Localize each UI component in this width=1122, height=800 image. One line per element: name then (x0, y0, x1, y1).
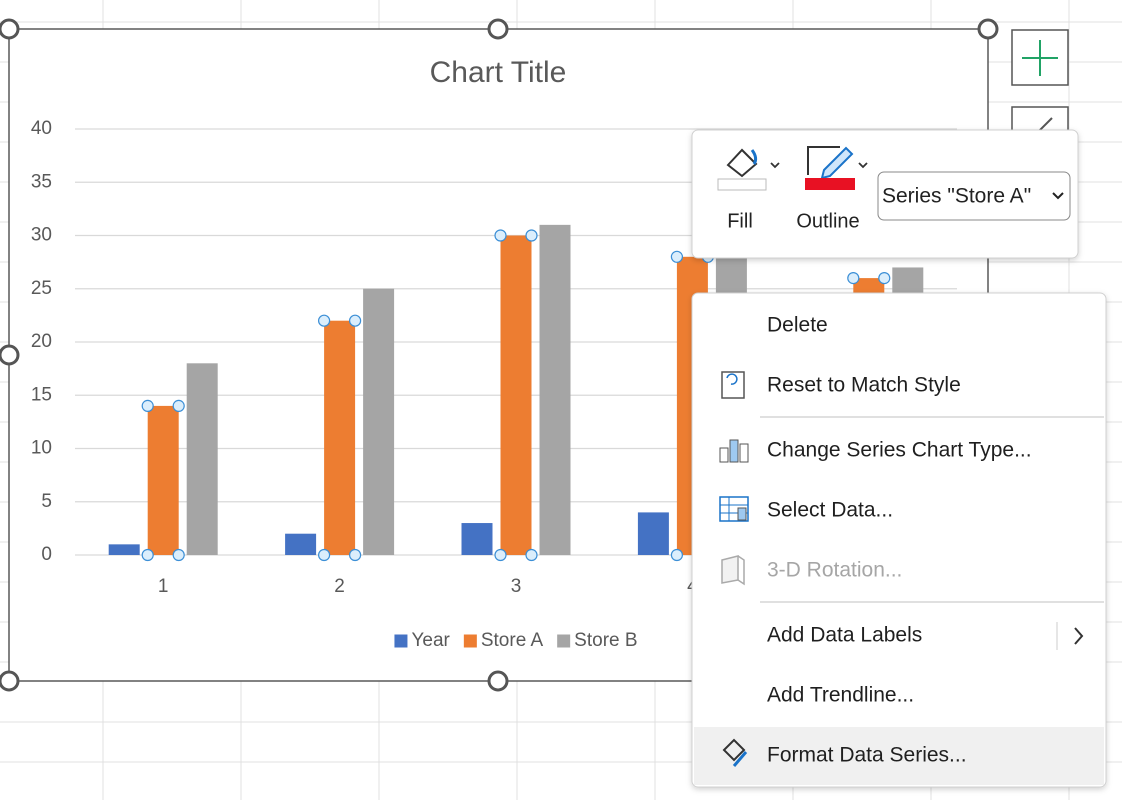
bar[interactable] (500, 235, 532, 556)
menu-item[interactable]: Select Data... (767, 499, 893, 522)
legend-item[interactable]: Store B (557, 630, 638, 651)
selection-handle (318, 314, 331, 327)
select-data-icon (719, 496, 749, 522)
legend-item[interactable]: Year (394, 630, 451, 651)
y-tick-label: 40 (31, 118, 52, 139)
selection-handle (878, 272, 891, 285)
toolbar-label: Fill (727, 210, 753, 232)
submenu-arrow (1074, 627, 1084, 645)
legend-swatch (463, 634, 477, 648)
bar[interactable] (461, 523, 493, 555)
bar[interactable] (186, 363, 218, 555)
mini-toolbar: Fill Outline Series "Store A" (691, 129, 1079, 259)
selection-handle (141, 548, 154, 562)
x-tick-label: 1 (158, 576, 169, 597)
menu-highlight (694, 727, 1104, 785)
series-dropdown[interactable]: Series "Store A" (877, 171, 1071, 221)
menu-item[interactable]: Add Trendline... (767, 684, 914, 707)
y-tick-label: 30 (31, 225, 52, 246)
bar[interactable] (539, 224, 571, 555)
resize-handle[interactable] (0, 670, 20, 692)
dropdown-value: Series "Store A" (882, 185, 1031, 208)
menu-icons (719, 371, 749, 767)
bar[interactable] (637, 512, 669, 555)
resize-handle[interactable] (487, 18, 509, 40)
bar[interactable] (324, 320, 356, 555)
chart-type-icon (719, 439, 749, 463)
y-tick-label: 5 (41, 491, 52, 512)
menu-item[interactable]: Add Data Labels (767, 624, 922, 647)
selection-handle (141, 399, 154, 412)
outline-button[interactable]: Outline (796, 146, 868, 232)
menu-items: Delete Reset to Match Style Change Series … (694, 314, 1104, 785)
fill-button[interactable]: Fill (717, 148, 780, 232)
legend-label: Store B (574, 630, 637, 651)
resize-handle[interactable] (0, 344, 20, 366)
reset-icon (721, 371, 745, 399)
resize-handle[interactable] (487, 670, 509, 692)
selection-handle (318, 548, 331, 562)
menu-item[interactable]: Delete (767, 314, 828, 337)
resize-handle[interactable] (977, 18, 999, 40)
selection-handle (172, 548, 185, 562)
selection-handle (349, 548, 362, 562)
legend-item[interactable]: Store A (463, 630, 544, 651)
legend-label: Year (411, 630, 450, 651)
menu-item[interactable]: Format Data Series... (767, 744, 967, 767)
menu-item[interactable]: Reset to Match Style (767, 374, 961, 397)
menu-item[interactable]: Change Series Chart Type... (767, 439, 1032, 462)
format-icon (722, 738, 748, 767)
chart-elements-button[interactable] (1011, 29, 1069, 86)
legend-swatch (394, 634, 408, 648)
y-tick-label: 35 (31, 171, 52, 192)
y-tick-label: 25 (31, 278, 52, 299)
legend-label: Store A (481, 630, 544, 651)
context-menu: Delete Reset to Match Style Change Series … (691, 292, 1107, 788)
selection-handle (670, 250, 684, 263)
y-tick-label: 20 (31, 331, 52, 352)
toolbar-label: Outline (796, 210, 859, 232)
legend-swatch (557, 634, 571, 648)
bar[interactable] (147, 405, 179, 555)
x-tick-label: 3 (511, 576, 522, 597)
y-tick-label: 15 (31, 384, 52, 405)
bar[interactable] (108, 544, 140, 555)
selection-handle (670, 548, 684, 562)
selection-handle (172, 399, 185, 412)
selection-handle (847, 272, 860, 285)
selection-handle (525, 548, 538, 562)
bar[interactable] (363, 288, 395, 555)
chart-title[interactable]: Chart Title (430, 56, 567, 89)
x-tick-label: 2 (334, 576, 345, 597)
y-tick-label: 0 (41, 544, 52, 565)
selection-handle (349, 314, 362, 327)
bar[interactable] (285, 533, 317, 555)
rotation-icon (721, 555, 745, 586)
resize-handle[interactable] (0, 18, 20, 40)
selection-handle (494, 229, 507, 242)
menu-item: 3-D Rotation... (767, 559, 902, 582)
chart-handles (0, 18, 999, 692)
selection-handle (525, 229, 538, 242)
y-tick-label: 10 (31, 438, 52, 459)
selection-handle (494, 548, 507, 562)
